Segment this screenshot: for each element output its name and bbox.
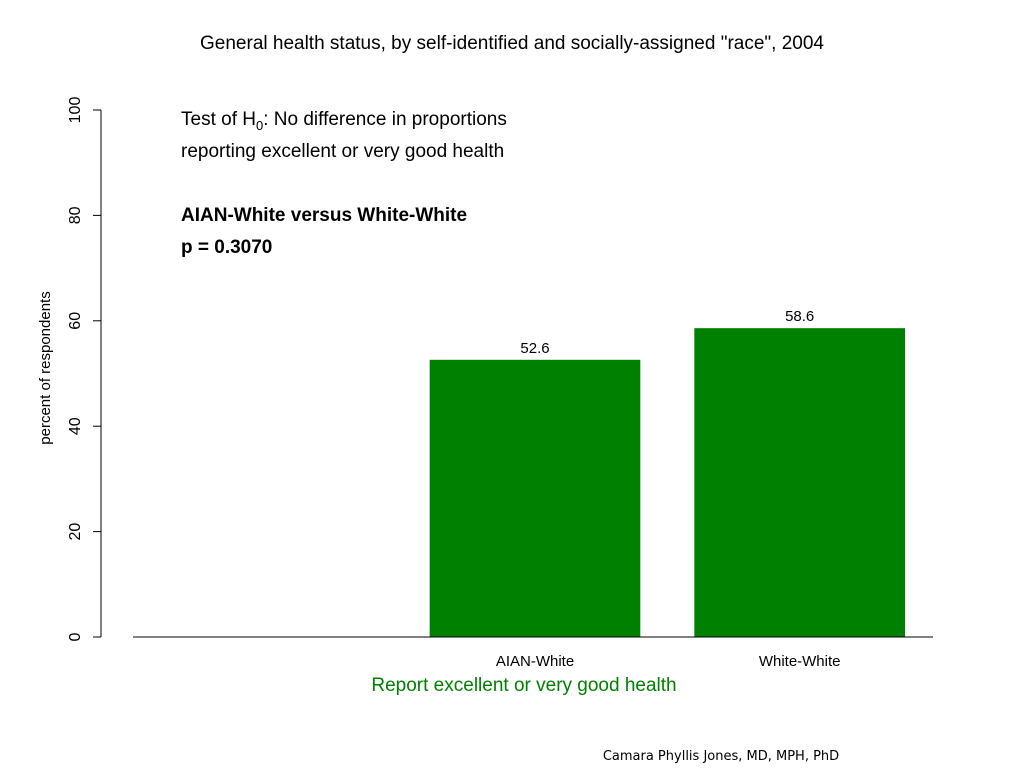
y-tick-label: 20: [67, 523, 84, 541]
chart-title: General health status, by self-identifie…: [200, 33, 824, 54]
annotation-line-1-pre: Test of H: [181, 109, 256, 130]
annotation-line-1-post: : No difference in proportions: [263, 109, 507, 130]
y-tick-label: 100: [67, 97, 84, 124]
x-tick-label: AIAN-White: [496, 653, 574, 670]
y-axis: 0 20 40 60 80 100: [67, 97, 102, 641]
bar: [429, 359, 641, 637]
bar: [694, 328, 905, 637]
y-tick-label: 80: [67, 206, 84, 224]
x-axis-categories: AIAN-White White-White: [496, 653, 841, 670]
annotation-subscript: 0: [256, 118, 263, 133]
x-axis-label: Report excellent or very good health: [371, 675, 676, 696]
bars: 52.6 58.6: [429, 308, 905, 637]
y-tick-label: 60: [67, 312, 84, 330]
annotation-comparison: AIAN-White versus White-White: [181, 205, 467, 226]
bar-value-label: 58.6: [785, 308, 814, 325]
x-tick-label: White-White: [759, 653, 841, 670]
author-credit: Camara Phyllis Jones, MD, MPH, PhD: [603, 749, 839, 764]
annotation-pvalue: p = 0.3070: [181, 237, 272, 258]
bar-value-label: 52.6: [520, 340, 549, 357]
hypothesis-annotation: Test of H0: No difference in proportions…: [181, 109, 507, 258]
annotation-line-1: Test of H0: No difference in proportions: [181, 109, 507, 133]
annotation-line-2: reporting excellent or very good health: [181, 141, 504, 162]
y-tick-label: 40: [67, 417, 84, 435]
y-tick-label: 0: [67, 632, 84, 641]
y-axis-label: percent of respondents: [37, 291, 54, 444]
